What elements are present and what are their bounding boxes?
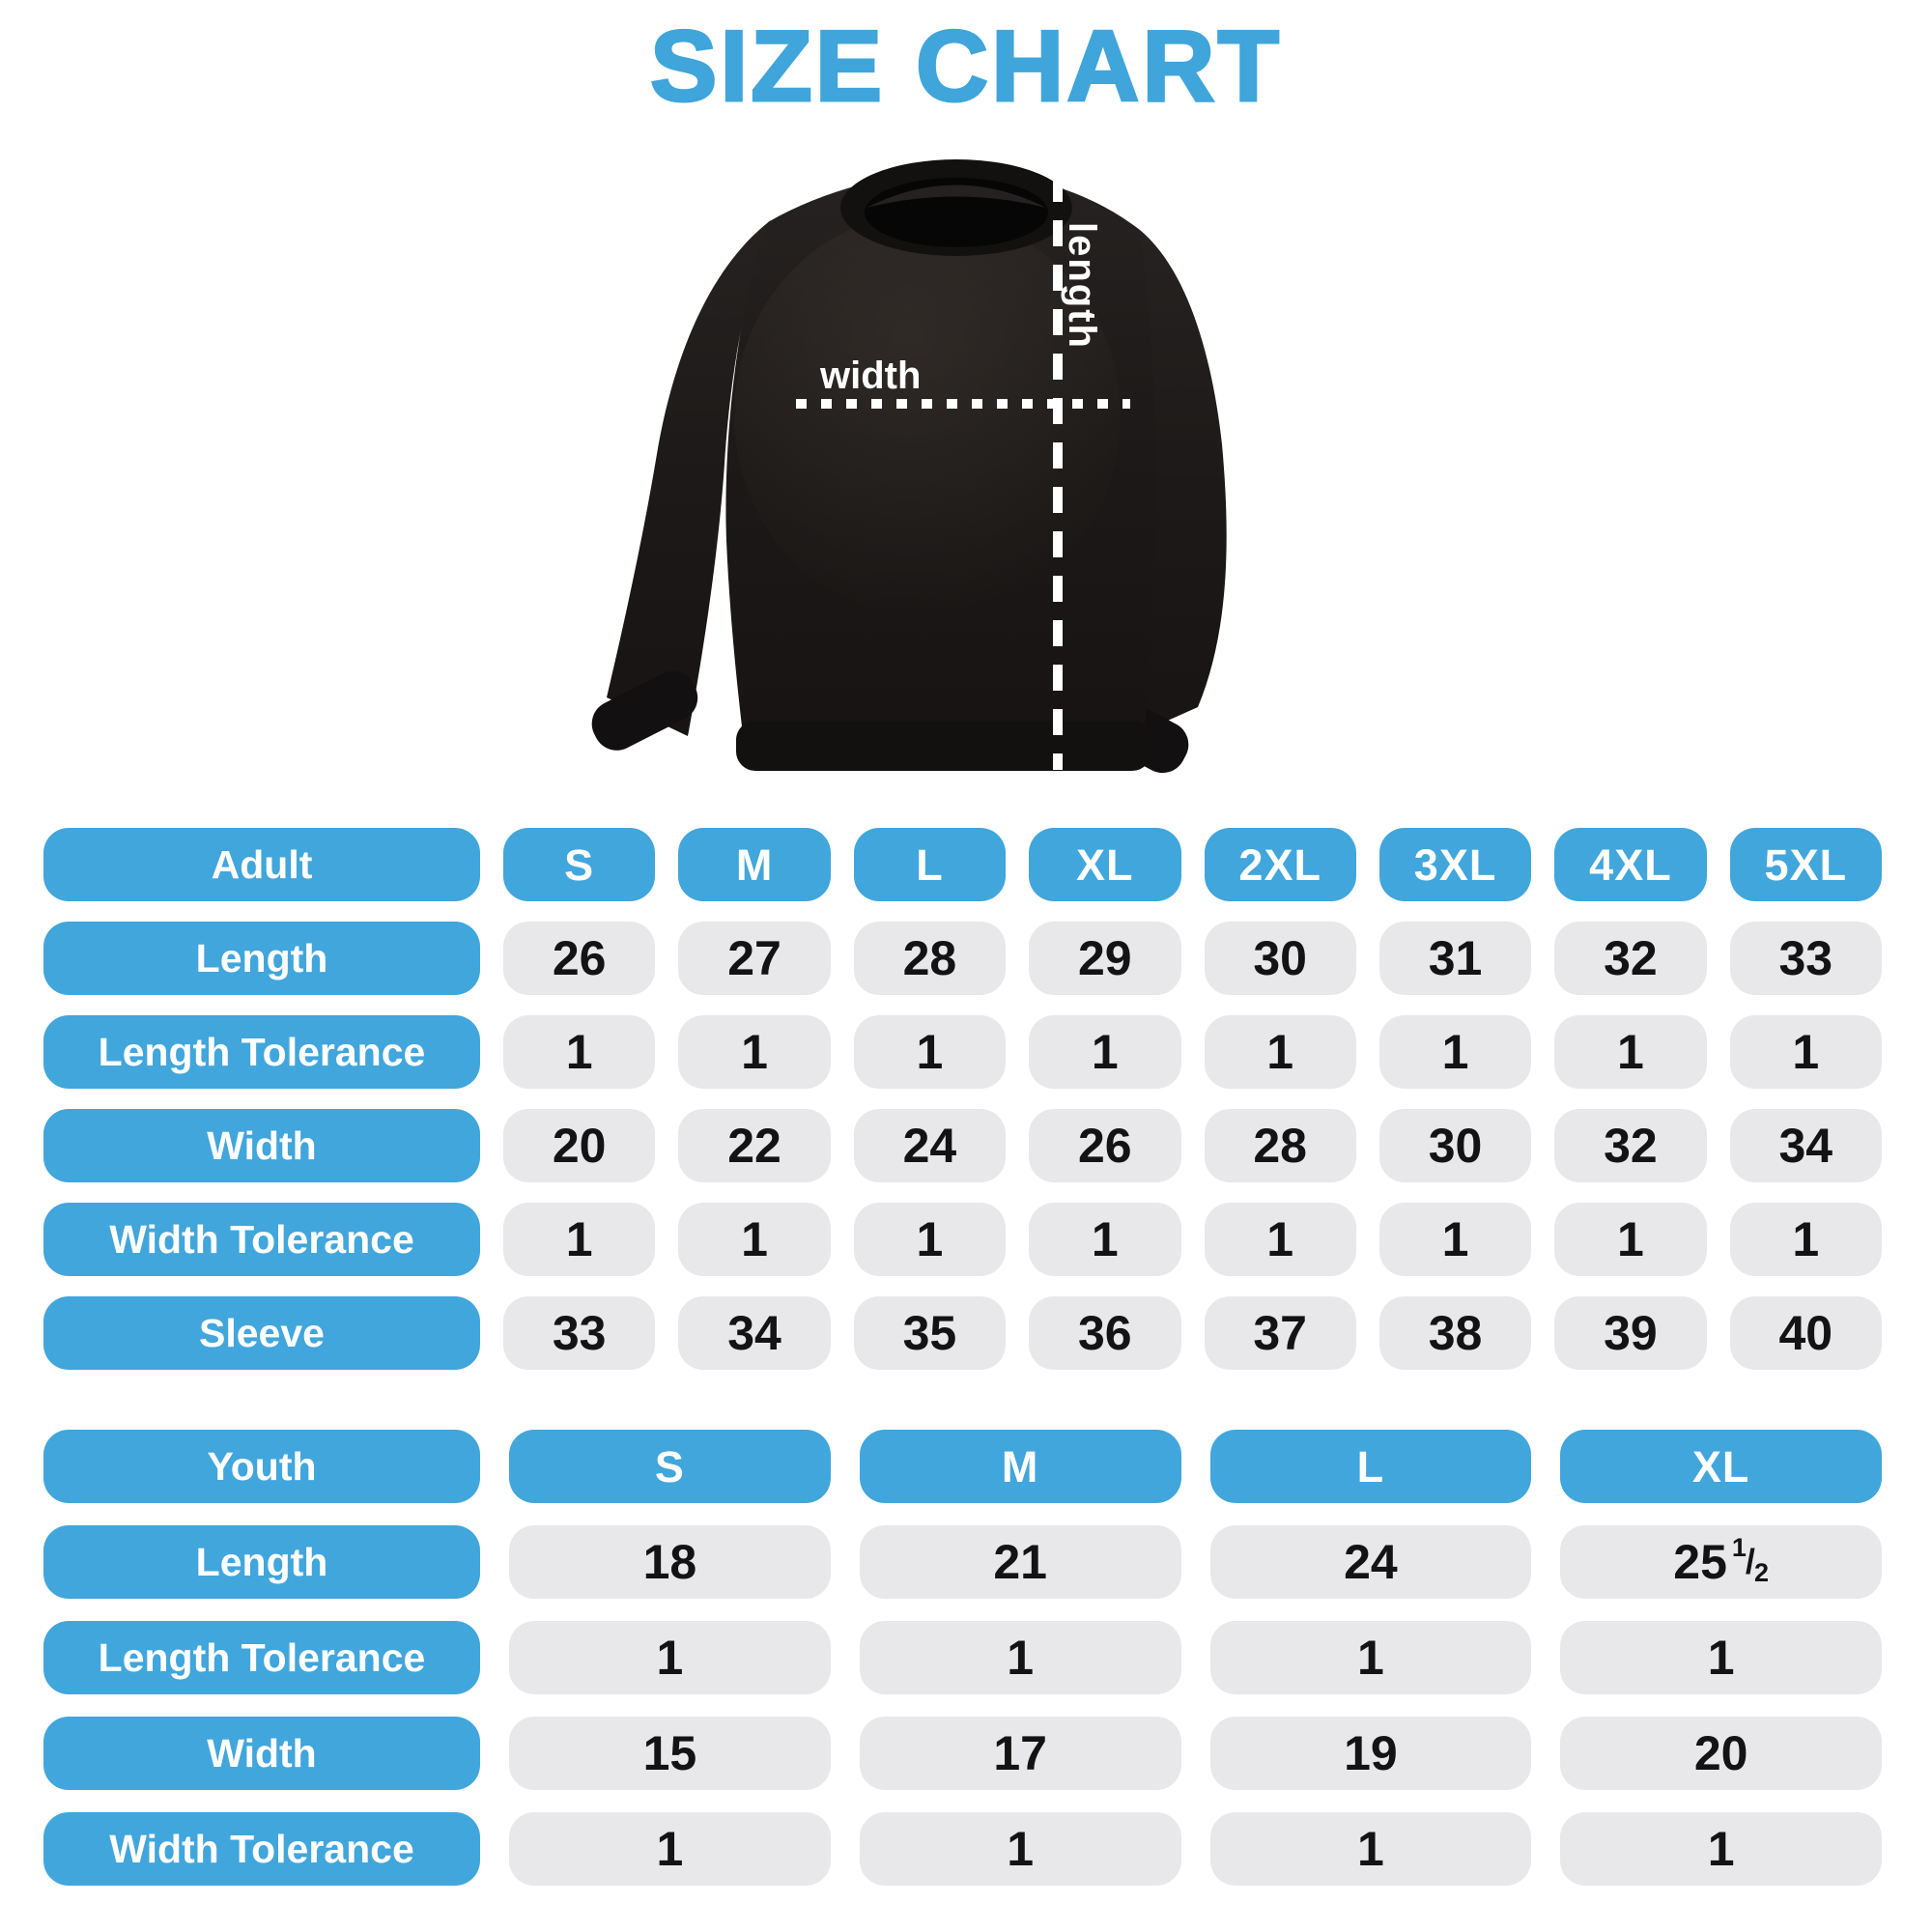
size-header-cell: M — [859, 1430, 1181, 1503]
table-value-cell: 19 — [1209, 1717, 1532, 1790]
size-header-cell: 4XL — [1554, 828, 1707, 901]
size-header-cell: 5XL — [1729, 828, 1882, 901]
table-value-cell: 38 — [1378, 1296, 1532, 1370]
table-value-cell: 1 — [678, 1015, 831, 1089]
table-value-cell: 28 — [1204, 1109, 1356, 1182]
table-value-cell: 1 — [1729, 1203, 1882, 1276]
sweatshirt-hem-band — [736, 721, 1151, 771]
table-value-cell: 30 — [1204, 922, 1356, 995]
table-value-cell: 27 — [678, 922, 831, 995]
table-value-cell: 18 — [509, 1525, 831, 1599]
table-value-cell: 37 — [1204, 1296, 1356, 1370]
table-value-cell: 26 — [503, 922, 656, 995]
sweatshirt-collar-inner-back — [867, 185, 1046, 208]
table-value-cell: 1 — [853, 1015, 1007, 1089]
table-value-cell: 21 — [859, 1525, 1181, 1599]
width-label: width — [819, 355, 921, 397]
table-value-cell: 1 — [1209, 1621, 1532, 1694]
table-value-cell: 1 — [853, 1203, 1007, 1276]
size-header-cell: 3XL — [1378, 828, 1532, 901]
table-value-cell: 1 — [859, 1621, 1181, 1694]
table-value-cell: 17 — [859, 1717, 1181, 1790]
table-value-cell: 36 — [1029, 1296, 1181, 1370]
sleeve-measure-line — [978, 139, 1295, 766]
table-value-cell: 20 — [1560, 1717, 1882, 1790]
size-header-cell: XL — [1560, 1430, 1882, 1503]
table-value-cell: 1 — [1554, 1203, 1707, 1276]
table-value-cell: 1 — [1204, 1203, 1356, 1276]
table-row-label: Length Tolerance — [43, 1621, 480, 1694]
table-row-label: Width Tolerance — [43, 1812, 480, 1886]
table-value-cell: 1 — [1378, 1015, 1532, 1089]
table-row-label: Width — [43, 1717, 480, 1790]
table-value-cell: 1 — [1204, 1015, 1356, 1089]
table-value-cell: 1 — [509, 1621, 831, 1694]
table-value-cell: 32 — [1554, 922, 1707, 995]
table-header-label: Youth — [43, 1430, 480, 1503]
table-value-cell: 32 — [1554, 1109, 1707, 1182]
table-value-cell: 1 — [1378, 1203, 1532, 1276]
table-value-cell: 26 — [1029, 1109, 1181, 1182]
table-value-cell: 1 — [678, 1203, 831, 1276]
table-row-label: Sleeve — [43, 1296, 480, 1370]
table-value-cell: 1 — [1209, 1812, 1532, 1886]
size-header-cell: S — [503, 828, 656, 901]
table-value-cell: 28 — [853, 922, 1007, 995]
table-value-cell: 24 — [1209, 1525, 1532, 1599]
table-row-label: Length Tolerance — [43, 1015, 480, 1089]
table-row-label: Width Tolerance — [43, 1203, 480, 1276]
size-header-cell: XL — [1029, 828, 1181, 901]
table-row-label: Width — [43, 1109, 480, 1182]
size-header-cell: 2XL — [1204, 828, 1356, 901]
adult-size-table: Adult S M L XL 2XL 3XL 4XL 5XL Length 26 27 28 29 30 31… — [43, 828, 1882, 1370]
table-value-cell: 34 — [678, 1296, 831, 1370]
table-value-cell: 1 — [1560, 1812, 1882, 1886]
table-value-cell: 20 — [503, 1109, 656, 1182]
table-value-cell: 1 — [509, 1812, 831, 1886]
table-value-cell: 33 — [503, 1296, 656, 1370]
length-label: length — [1061, 222, 1103, 350]
youth-size-table: Youth S M L XL Length 18 21 24 25 1/2 Length Tolera… — [43, 1430, 1882, 1886]
table-value-cell: 40 — [1729, 1296, 1882, 1370]
size-header-cell: M — [678, 828, 831, 901]
size-header-cell: S — [509, 1430, 831, 1503]
table-value-cell: 34 — [1729, 1109, 1882, 1182]
sweatshirt-measurement-diagram: width length sleeve — [591, 139, 1316, 774]
table-row-label: Length — [43, 1525, 480, 1599]
table-value-cell: 15 — [509, 1717, 831, 1790]
sweatshirt-chest-highlight — [734, 213, 1121, 618]
table-value-cell: 29 — [1029, 922, 1181, 995]
table-value-cell: 33 — [1729, 922, 1882, 995]
size-header-cell: L — [1209, 1430, 1532, 1503]
table-value-cell: 1 — [1560, 1621, 1882, 1694]
table-value-cell: 25 1/2 — [1560, 1525, 1882, 1599]
table-value-cell: 31 — [1378, 922, 1532, 995]
table-value-cell: 1 — [859, 1812, 1181, 1886]
sleeve-label: sleeve — [1222, 246, 1316, 382]
table-value-cell: 24 — [853, 1109, 1007, 1182]
table-value-cell: 1 — [1729, 1015, 1882, 1089]
table-value-cell: 30 — [1378, 1109, 1532, 1182]
table-value-cell: 39 — [1554, 1296, 1707, 1370]
sweatshirt-left-cuff — [591, 670, 698, 751]
table-header-label: Adult — [43, 828, 480, 901]
table-value-cell: 1 — [1554, 1015, 1707, 1089]
size-header-cell: L — [853, 828, 1007, 901]
table-row-label: Length — [43, 922, 480, 995]
table-value-cell: 1 — [503, 1203, 656, 1276]
table-value-cell: 35 — [853, 1296, 1007, 1370]
table-value-cell: 1 — [1029, 1015, 1181, 1089]
sweatshirt-left-sleeve — [607, 220, 771, 736]
page-title: SIZE CHART — [649, 10, 1282, 125]
table-value-cell: 1 — [1029, 1203, 1181, 1276]
table-value-cell: 1 — [503, 1015, 656, 1089]
table-value-cell: 22 — [678, 1109, 831, 1182]
